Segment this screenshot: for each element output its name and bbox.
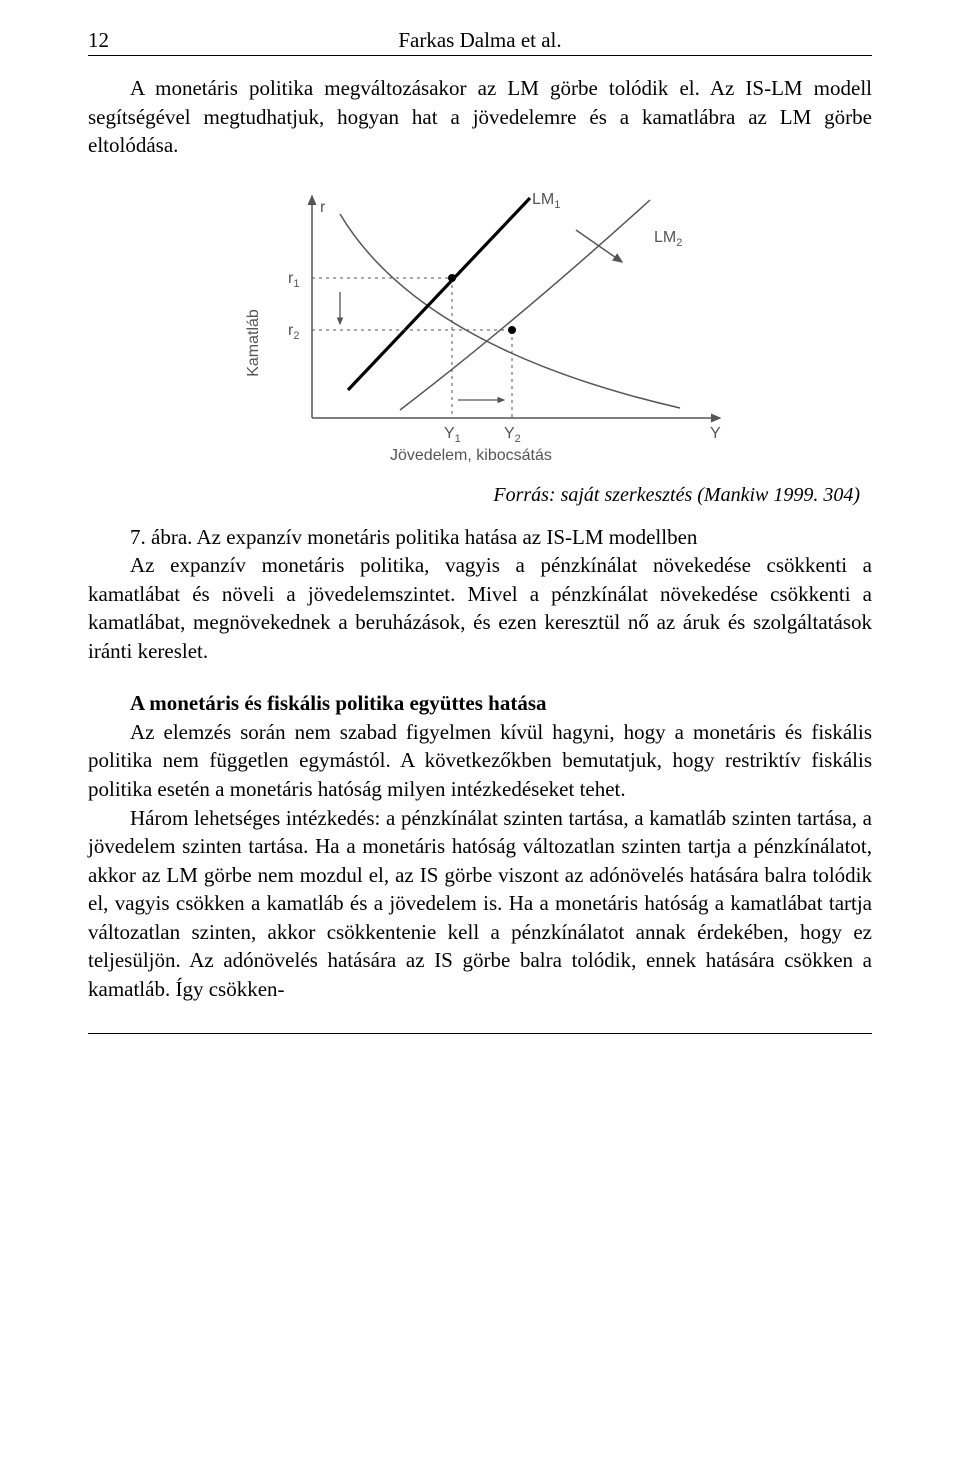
figure-source: Forrás: saját szerkesztés (Mankiw 1999. … xyxy=(88,484,872,507)
section-heading-para: A monetáris és fiskális politika együtte… xyxy=(88,689,872,718)
page: 12 Farkas Dalma et al. 12 A monetáris po… xyxy=(0,0,960,1459)
svg-text:LM2: LM2 xyxy=(654,229,682,249)
paragraph-3: Az elemzés során nem szabad figyelmen kí… xyxy=(88,718,872,804)
running-head-text: Farkas Dalma et al. xyxy=(109,28,851,53)
svg-text:r2: r2 xyxy=(288,322,299,342)
svg-text:Jövedelem, kibocsátás: Jövedelem, kibocsátás xyxy=(390,447,552,464)
footer-rule xyxy=(88,1033,872,1034)
figure-islm: Kamatláb Jövedelem, kibocsátás r r1 r2 Y1 Y2 Y L… xyxy=(88,178,872,511)
svg-text:Y1: Y1 xyxy=(444,425,461,445)
paragraph-2: Az expanzív monetáris politika, vagyis a… xyxy=(88,551,872,665)
page-number: 12 xyxy=(88,28,109,53)
svg-text:LM1: LM1 xyxy=(532,191,560,211)
svg-text:Y: Y xyxy=(710,425,721,442)
svg-text:Kamatláb: Kamatláb xyxy=(245,309,262,377)
paragraph-4: Három lehetséges intézkedés: a pénzkínál… xyxy=(88,804,872,1004)
svg-text:r: r xyxy=(320,199,326,216)
islm-chart: Kamatláb Jövedelem, kibocsátás r r1 r2 Y1 Y2 Y L… xyxy=(220,178,740,478)
section-title: A monetáris és fiskális politika együtte… xyxy=(130,691,547,715)
svg-text:Y2: Y2 xyxy=(504,425,521,445)
running-header: 12 Farkas Dalma et al. 12 xyxy=(88,28,872,56)
figure-caption-text: Az expanzív monetáris politika hatása az… xyxy=(196,525,697,549)
figure-caption: 7. ábra. Az expanzív monetáris politika … xyxy=(88,523,872,552)
svg-text:r1: r1 xyxy=(288,270,299,290)
figure-caption-prefix: 7. ábra. xyxy=(130,525,192,549)
paragraph-1: A monetáris politika megváltozásakor az … xyxy=(88,74,872,160)
